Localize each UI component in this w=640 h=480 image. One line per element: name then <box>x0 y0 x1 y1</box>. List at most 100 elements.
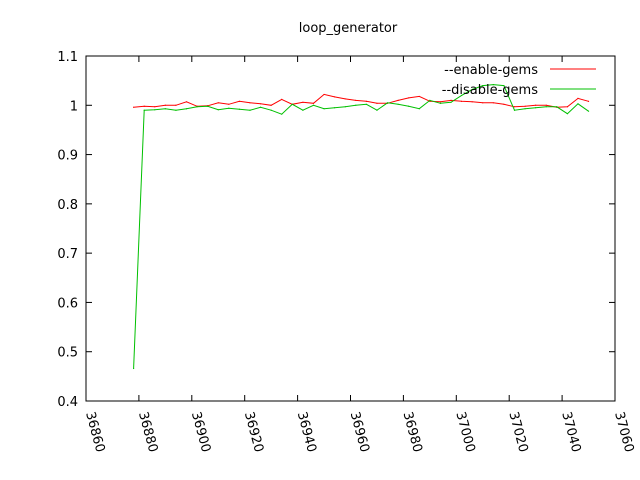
data-point <box>302 101 304 103</box>
data-point <box>471 88 473 91</box>
data-point <box>238 100 241 102</box>
data-point <box>217 102 219 104</box>
x-tick-label: 36880 <box>135 410 160 454</box>
data-point <box>154 106 156 108</box>
data-point <box>460 94 463 97</box>
y-tick-label: 0.5 <box>57 346 78 361</box>
data-point <box>365 100 367 102</box>
data-point <box>164 108 166 110</box>
data-point <box>397 99 399 101</box>
data-point <box>545 104 547 106</box>
data-point <box>207 105 209 107</box>
y-tick-label: 0.8 <box>57 198 78 213</box>
data-point <box>291 103 293 105</box>
data-point <box>259 103 262 105</box>
y-tick-label: 1 <box>70 99 78 114</box>
data-point <box>344 98 346 100</box>
data-point <box>429 99 431 101</box>
data-point <box>323 93 325 96</box>
data-point <box>418 95 420 98</box>
data-point <box>386 102 389 104</box>
data-point <box>175 109 177 111</box>
data-point <box>270 109 272 111</box>
data-point <box>143 105 145 107</box>
data-point <box>302 109 304 111</box>
data-point <box>513 109 516 111</box>
data-point <box>450 101 452 103</box>
legend-label: --disable-gems <box>442 83 538 98</box>
data-point <box>418 108 420 110</box>
data-point <box>312 102 315 104</box>
data-point <box>482 102 484 104</box>
data-point <box>577 103 579 105</box>
data-point <box>566 106 568 108</box>
x-tick-label: 37040 <box>558 410 583 454</box>
y-tick-label: 0.7 <box>57 247 78 262</box>
data-point <box>439 102 442 104</box>
y-tick-label: 1.1 <box>57 50 78 65</box>
data-point <box>196 106 198 108</box>
data-point <box>535 104 537 106</box>
data-point <box>365 103 367 105</box>
data-point <box>545 106 547 108</box>
data-point <box>492 83 494 86</box>
series-line-2 <box>133 84 589 369</box>
data-point <box>281 98 283 100</box>
data-point <box>334 107 336 109</box>
data-point <box>228 103 230 105</box>
y-tick-label: 0.4 <box>57 395 78 410</box>
data-point <box>228 107 230 109</box>
data-point <box>535 107 537 109</box>
data-point <box>312 104 315 106</box>
data-point <box>503 103 505 105</box>
data-point <box>397 103 399 105</box>
data-point <box>355 104 357 106</box>
data-point <box>355 99 357 101</box>
data-point <box>344 106 346 108</box>
data-point <box>175 104 177 106</box>
data-point <box>281 113 283 115</box>
data-point <box>185 101 188 103</box>
data-point <box>460 100 463 102</box>
data-point <box>376 109 378 111</box>
x-tick-label: 36980 <box>400 410 425 454</box>
data-point <box>503 84 505 87</box>
data-point <box>376 102 378 104</box>
data-point <box>577 97 579 99</box>
data-point <box>249 109 251 111</box>
data-point <box>450 99 452 101</box>
x-tick-label: 37060 <box>611 410 636 454</box>
data-point <box>439 101 442 103</box>
x-tick-label: 36860 <box>82 410 107 454</box>
x-tick-label: 37000 <box>452 410 477 454</box>
data-point <box>408 105 410 107</box>
data-point <box>185 108 188 110</box>
data-point <box>249 102 251 104</box>
data-point <box>524 105 526 107</box>
x-tick-label: 36940 <box>294 410 319 454</box>
data-point <box>238 108 241 110</box>
y-tick-label: 0.6 <box>57 296 78 311</box>
legend: --enable-gems --disable-gems <box>442 63 596 98</box>
data-point <box>587 100 590 102</box>
data-point <box>323 108 325 110</box>
data-point <box>143 109 145 111</box>
data-point <box>334 96 336 98</box>
chart-title: loop_generator <box>299 21 398 36</box>
data-point <box>587 110 590 112</box>
x-tick-label: 37020 <box>505 410 530 454</box>
data-point <box>164 104 166 106</box>
legend-label: --enable-gems <box>444 63 538 78</box>
data-point <box>217 109 219 111</box>
x-tick-label: 36960 <box>347 410 372 454</box>
data-point <box>270 104 272 106</box>
data-point <box>566 113 568 115</box>
data-point <box>471 101 473 103</box>
data-point <box>492 102 494 104</box>
data-point <box>482 84 484 87</box>
data-point <box>259 106 262 108</box>
x-tick-label: 36900 <box>188 410 213 454</box>
data-point <box>133 367 135 370</box>
y-tick-label: 0.9 <box>57 149 78 164</box>
